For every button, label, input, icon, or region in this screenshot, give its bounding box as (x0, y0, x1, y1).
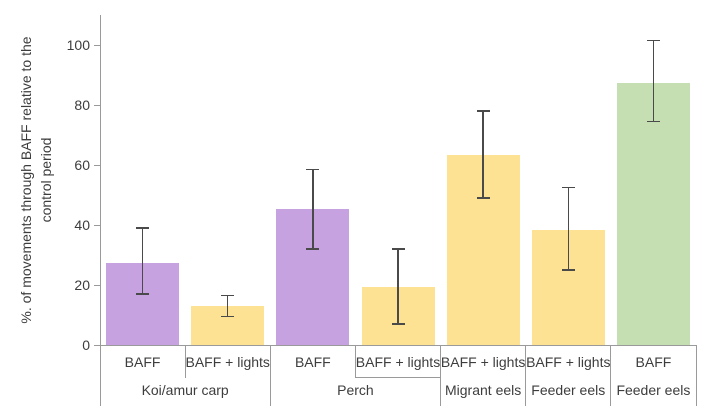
category-separator (184, 345, 186, 378)
error-bar-cap-top (136, 227, 150, 229)
error-bar-cap-bottom (476, 197, 490, 199)
error-bar-cap-bottom (221, 315, 235, 318)
y-tick-mark (94, 104, 100, 106)
error-bar-cap-bottom (306, 248, 320, 250)
error-bar-cap-top (221, 294, 235, 297)
error-bar-line (141, 228, 144, 294)
y-tick-mark (94, 164, 100, 166)
error-bar-cap-top (306, 168, 320, 171)
error-bar-cap-top (391, 248, 405, 250)
error-bar-line (567, 187, 570, 270)
y-tick-label: 20 (74, 277, 90, 293)
tier-divider (355, 377, 441, 378)
group-label: Koi/amur carp (141, 382, 229, 398)
category-label: BAFF (635, 354, 672, 370)
category-separator (354, 345, 356, 378)
error-bar-cap-top (646, 39, 660, 42)
x-axis-line (100, 344, 696, 346)
y-tick-label: 40 (74, 217, 90, 233)
group-label: Feeder eels (616, 382, 691, 398)
y-tick-label: 0 (82, 337, 90, 353)
group-separator (440, 345, 442, 406)
category-label: BAFF + lights (355, 354, 441, 370)
bar (616, 82, 690, 345)
y-tick-label: 100 (66, 37, 90, 53)
group-label: Perch (337, 382, 374, 398)
group-separator (99, 345, 101, 406)
error-bar-line (652, 40, 655, 122)
y-tick-label: 80 (74, 97, 90, 113)
error-bar-line (482, 111, 484, 198)
y-tick-mark (94, 284, 100, 286)
error-bar-cap-bottom (391, 323, 405, 325)
error-bar-cap-bottom (561, 269, 575, 271)
category-label: BAFF + lights (440, 354, 526, 370)
group-separator (269, 345, 271, 406)
group-label: Migrant eels (445, 382, 522, 398)
error-bar-cap-top (561, 186, 575, 189)
group-label: Feeder eels (531, 382, 606, 398)
error-bar-cap-bottom (646, 120, 660, 123)
error-bar-line (397, 249, 399, 324)
group-separator (610, 345, 612, 406)
error-bar-cap-bottom (136, 293, 150, 295)
error-bar-cap-top (476, 110, 490, 112)
y-tick-mark (94, 44, 100, 46)
category-label: BAFF (294, 354, 331, 370)
y-axis-line (99, 15, 101, 345)
group-separator (525, 345, 527, 406)
y-tick-mark (94, 344, 100, 346)
error-bar-line (226, 295, 229, 317)
y-tick-mark (94, 224, 100, 226)
group-separator (695, 345, 697, 406)
y-tick-label: 60 (74, 157, 90, 173)
error-bar-line (312, 169, 314, 249)
category-label: BAFF (124, 354, 161, 370)
category-label: BAFF + lights (526, 354, 611, 370)
category-label: BAFF + lights (185, 354, 270, 370)
